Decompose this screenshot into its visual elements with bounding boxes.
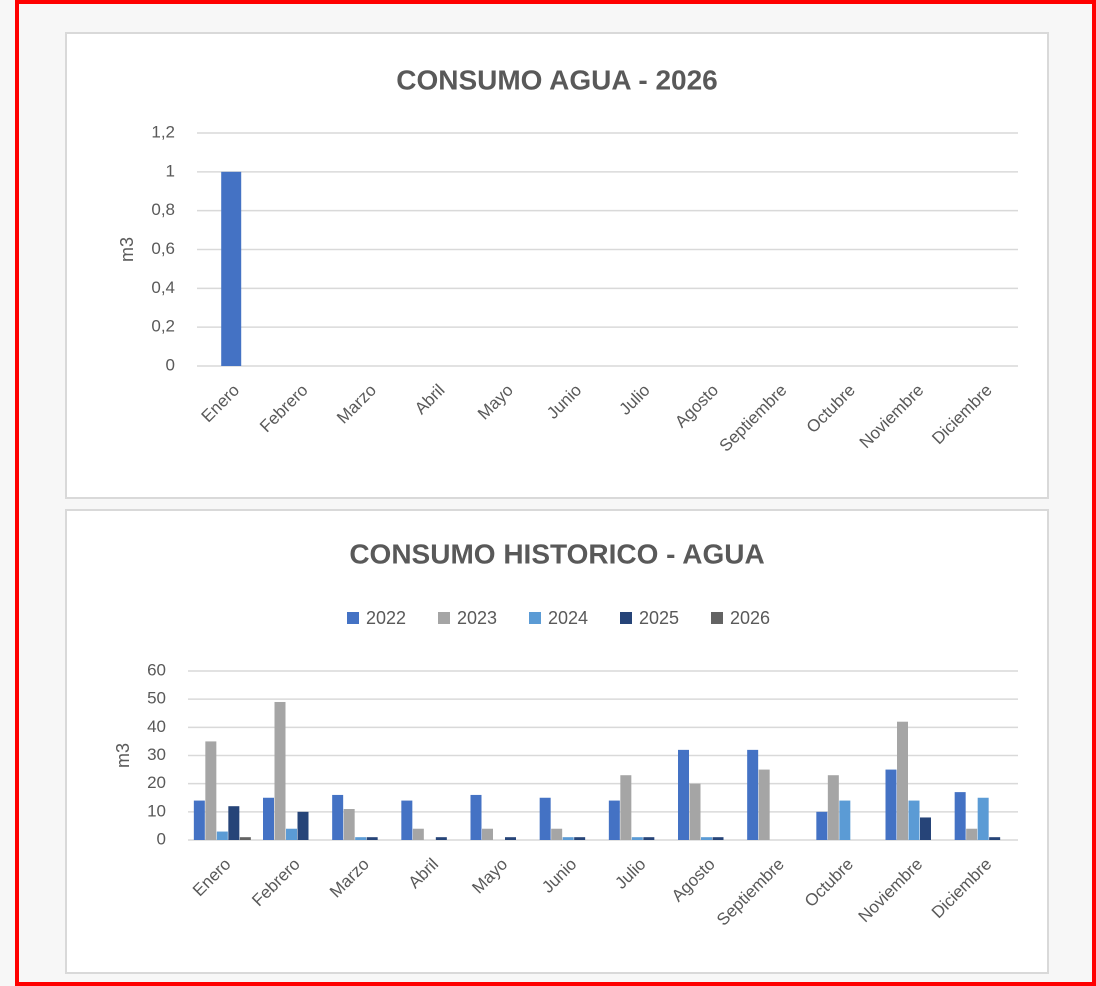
bar	[689, 783, 701, 840]
bar	[228, 806, 240, 840]
bar	[620, 775, 632, 840]
bar	[816, 811, 828, 840]
bar	[643, 837, 655, 840]
legend-label: 2023	[457, 608, 497, 628]
legend-swatch	[711, 612, 723, 624]
bar	[263, 797, 274, 840]
legend-swatch	[438, 612, 450, 624]
y-tick-label: 0,4	[151, 278, 175, 297]
y-tick-label: 50	[147, 689, 166, 708]
legend-label: 2025	[639, 608, 679, 628]
bar	[412, 828, 424, 840]
legend-label: 2024	[548, 608, 588, 628]
bar	[551, 828, 563, 840]
y-axis-label: m3	[117, 237, 137, 262]
bar	[539, 797, 551, 840]
y-tick-label: 1,2	[151, 122, 175, 141]
y-tick-label: 40	[147, 717, 166, 736]
bar	[216, 831, 228, 840]
bar	[482, 828, 493, 840]
bar	[897, 721, 908, 840]
bar	[366, 837, 378, 840]
legend-swatch	[529, 612, 541, 624]
bar	[193, 800, 205, 840]
bar	[505, 837, 516, 840]
chart-title: CONSUMO HISTORICO - AGUA	[349, 538, 764, 569]
bar	[401, 800, 413, 840]
bar	[908, 800, 920, 840]
legend-label: 2022	[366, 608, 406, 628]
y-tick-label: 30	[147, 745, 166, 764]
bar	[747, 749, 759, 840]
bar	[205, 741, 217, 840]
bar	[631, 837, 643, 840]
y-tick-label: 20	[147, 773, 166, 792]
y-axis-label: m3	[113, 743, 133, 768]
bar	[435, 837, 447, 840]
y-tick-label: 0,8	[151, 200, 175, 219]
bar	[332, 794, 344, 840]
bar	[286, 828, 297, 840]
bar	[562, 837, 574, 840]
y-tick-label: 10	[147, 801, 166, 820]
frame	[15, 0, 1096, 986]
chart-title: CONSUMO AGUA - 2026	[396, 64, 718, 95]
bar	[839, 800, 851, 840]
y-tick-label: 1	[166, 161, 175, 180]
y-tick-label: 0	[166, 355, 175, 374]
legend-label: 2026	[730, 608, 770, 628]
bar	[355, 837, 367, 840]
bar	[712, 837, 724, 840]
bar	[954, 792, 966, 840]
bar	[221, 171, 242, 366]
bar	[966, 828, 978, 840]
bar	[827, 775, 839, 840]
bar	[701, 837, 712, 840]
legend-swatch	[347, 612, 359, 624]
bar	[297, 811, 309, 840]
bar	[239, 837, 251, 840]
y-tick-label: 60	[147, 660, 166, 679]
bar	[758, 769, 770, 840]
bar	[989, 837, 1001, 840]
chart-panel	[65, 509, 1049, 974]
bar	[885, 769, 897, 840]
y-tick-label: 0,6	[151, 239, 175, 258]
legend-swatch	[620, 612, 632, 624]
y-tick-label: 0,2	[151, 317, 175, 336]
bar	[343, 809, 355, 840]
bar	[608, 800, 620, 840]
bar	[470, 794, 482, 840]
bar	[920, 817, 931, 840]
bar	[678, 749, 689, 840]
bar	[574, 837, 586, 840]
y-tick-label: 0	[157, 829, 166, 848]
bar	[977, 797, 989, 840]
chart-panel	[65, 32, 1049, 499]
bar	[274, 701, 286, 840]
